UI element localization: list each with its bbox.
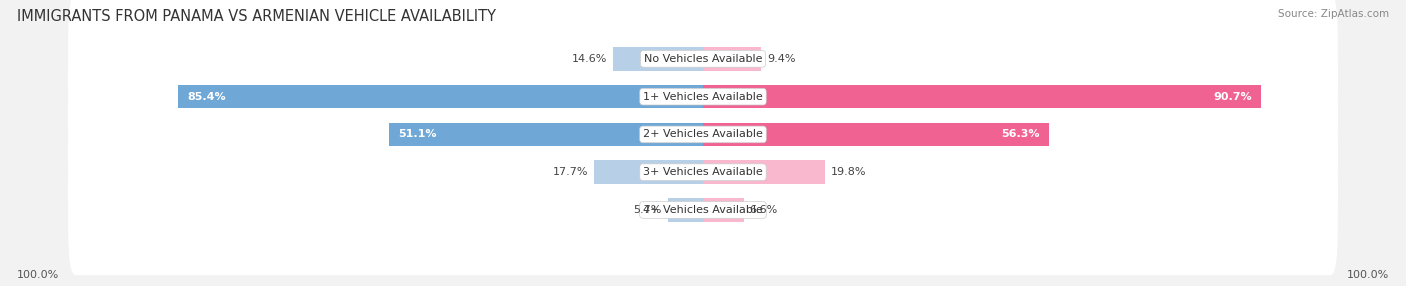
FancyBboxPatch shape [67, 31, 1339, 162]
Text: Source: ZipAtlas.com: Source: ZipAtlas.com [1278, 9, 1389, 19]
Text: 4+ Vehicles Available: 4+ Vehicles Available [643, 205, 763, 215]
Bar [177, 85, 703, 108]
Text: 85.4%: 85.4% [187, 92, 225, 102]
Text: 2+ Vehicles Available: 2+ Vehicles Available [643, 130, 763, 139]
Text: 19.8%: 19.8% [831, 167, 866, 177]
Text: 1+ Vehicles Available: 1+ Vehicles Available [643, 92, 763, 102]
FancyBboxPatch shape [67, 0, 1339, 124]
Bar [703, 198, 744, 222]
Bar [388, 123, 703, 146]
Bar [703, 85, 1261, 108]
Text: 5.7%: 5.7% [634, 205, 662, 215]
Bar [703, 160, 825, 184]
Text: 14.6%: 14.6% [572, 54, 607, 64]
Bar [595, 160, 703, 184]
Text: 90.7%: 90.7% [1213, 92, 1251, 102]
FancyBboxPatch shape [67, 69, 1339, 200]
Text: No Vehicles Available: No Vehicles Available [644, 54, 762, 64]
Bar [613, 47, 703, 71]
FancyBboxPatch shape [67, 107, 1339, 237]
Text: 6.6%: 6.6% [749, 205, 778, 215]
Bar [703, 47, 761, 71]
Bar [668, 198, 703, 222]
Text: 56.3%: 56.3% [1001, 130, 1040, 139]
Text: 3+ Vehicles Available: 3+ Vehicles Available [643, 167, 763, 177]
Text: 51.1%: 51.1% [398, 130, 436, 139]
Text: IMMIGRANTS FROM PANAMA VS ARMENIAN VEHICLE AVAILABILITY: IMMIGRANTS FROM PANAMA VS ARMENIAN VEHIC… [17, 9, 496, 23]
Bar [703, 123, 1049, 146]
Text: 17.7%: 17.7% [553, 167, 588, 177]
FancyBboxPatch shape [67, 145, 1339, 275]
Text: 100.0%: 100.0% [17, 270, 59, 280]
Text: 100.0%: 100.0% [1347, 270, 1389, 280]
Text: 9.4%: 9.4% [768, 54, 796, 64]
